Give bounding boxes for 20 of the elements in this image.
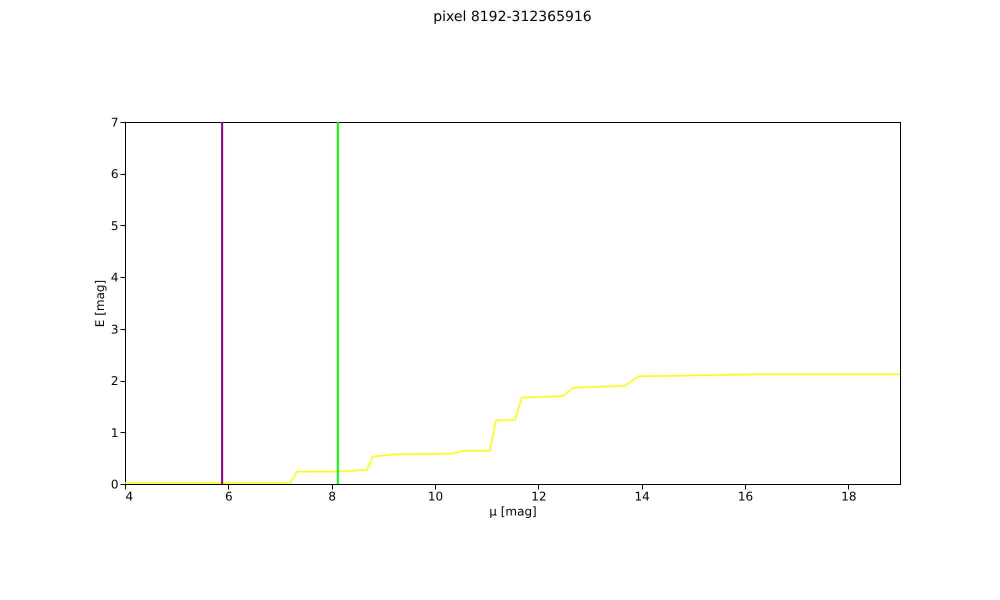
y-tick-label: 2 xyxy=(110,374,118,388)
x-tick-label: 10 xyxy=(428,490,444,504)
y-tick-label: 7 xyxy=(110,116,118,130)
y-axis-title: E [mag] xyxy=(92,280,107,328)
y-tick-label: 0 xyxy=(110,478,118,492)
x-tick-label: 4 xyxy=(126,490,134,504)
x-tick-label: 16 xyxy=(738,490,754,504)
y-tick-label: 3 xyxy=(110,322,118,336)
x-tick-label: 12 xyxy=(531,490,546,504)
x-axis-title: μ [mag] xyxy=(489,504,537,518)
chart-title: pixel 8192-312365916 xyxy=(433,9,592,25)
y-tick-label: 5 xyxy=(110,218,118,233)
y-tick-label: 4 xyxy=(110,270,118,285)
x-tick-label: 6 xyxy=(225,490,233,504)
line-series xyxy=(125,374,900,484)
x-tick-label: 8 xyxy=(328,490,336,504)
y-tick-label: 1 xyxy=(110,426,118,440)
y-tick-label: 6 xyxy=(110,167,118,182)
x-tick-label: 18 xyxy=(841,490,856,504)
x-tick-label: 14 xyxy=(634,490,650,504)
